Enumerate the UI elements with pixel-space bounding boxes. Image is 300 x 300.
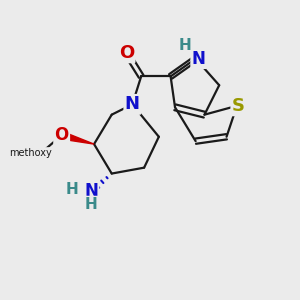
Text: H: H: [66, 182, 78, 197]
Text: H: H: [179, 38, 192, 53]
Text: O: O: [119, 44, 134, 62]
Text: S: S: [232, 97, 245, 115]
Text: O: O: [55, 126, 69, 144]
Text: H: H: [85, 197, 98, 212]
Text: methoxy: methoxy: [9, 148, 52, 158]
Text: N: N: [84, 182, 98, 200]
Text: N: N: [192, 50, 206, 68]
Polygon shape: [61, 132, 94, 144]
Text: N: N: [125, 95, 140, 113]
